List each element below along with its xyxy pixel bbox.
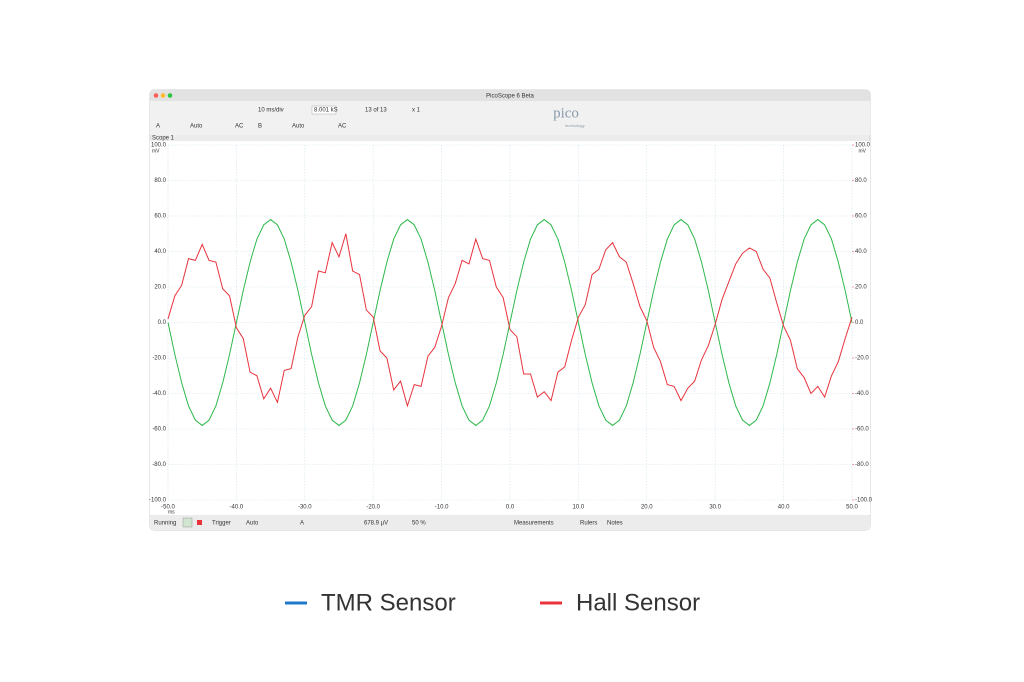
samples[interactable]: 8.001 kS bbox=[314, 108, 338, 114]
trigger-channel[interactable]: A bbox=[300, 521, 304, 527]
plot: -100.0 -80.0 -60.0 -40.0 -20.0 0.0 20.0 40.0 60.… bbox=[149, 143, 873, 511]
x-tick-label: 40.0 bbox=[778, 505, 790, 511]
title-bar bbox=[150, 90, 870, 101]
toolbar bbox=[150, 101, 870, 135]
status-bar bbox=[150, 516, 870, 530]
y-tick-label: -80.0 bbox=[152, 462, 166, 468]
capture-count[interactable]: 13 of 13 bbox=[365, 108, 387, 114]
logo-subtitle: technology bbox=[565, 123, 584, 128]
close-button[interactable] bbox=[153, 93, 159, 98]
legend-label: TMR Sensor bbox=[321, 589, 456, 616]
y-tick-label: 20.0 bbox=[154, 285, 166, 291]
legend-label: Hall Sensor bbox=[576, 589, 700, 616]
pre-trigger[interactable]: 50 % bbox=[412, 521, 426, 527]
scope-tab[interactable]: Scope 1 bbox=[152, 136, 175, 142]
samples-box[interactable] bbox=[311, 105, 337, 115]
channel-b-coupling[interactable]: AC bbox=[338, 124, 347, 130]
y-unit: mV bbox=[152, 148, 160, 154]
rulers[interactable]: Rulers bbox=[580, 521, 597, 527]
y2-tick-label: -80.0 bbox=[855, 462, 869, 468]
y-tick-label: -100.0 bbox=[149, 498, 167, 504]
zoom-button[interactable] bbox=[167, 93, 173, 98]
measurements[interactable]: Measurements bbox=[514, 521, 554, 527]
y2-tick-label: 0.0 bbox=[855, 320, 864, 326]
window-title: PicoScope 6 Beta bbox=[486, 94, 534, 100]
series-line bbox=[167, 218, 853, 427]
minimize-button[interactable] bbox=[160, 93, 166, 98]
channel-a[interactable]: A bbox=[156, 124, 160, 130]
y-tick-label: -60.0 bbox=[152, 427, 166, 433]
y2-tick-label: 40.0 bbox=[855, 249, 867, 255]
y2-tick-label: -20.0 bbox=[855, 356, 869, 362]
x-unit: ms bbox=[168, 509, 175, 515]
logo: pico bbox=[553, 105, 579, 121]
y2-tick-label: -40.0 bbox=[855, 391, 869, 397]
x-tick-label: -30.0 bbox=[298, 505, 312, 511]
trigger-level[interactable]: 678.9 µV bbox=[364, 521, 388, 527]
channel-b-range[interactable]: Auto bbox=[292, 124, 305, 130]
y2-tick-label: 20.0 bbox=[855, 285, 867, 291]
y2-tick-label: 80.0 bbox=[855, 178, 867, 184]
trigger-mode[interactable]: Auto bbox=[246, 521, 259, 527]
y-tick-label: 0.0 bbox=[158, 320, 167, 326]
channel-a-range[interactable]: Auto bbox=[190, 124, 203, 130]
y2-tick-label: -60.0 bbox=[855, 427, 869, 433]
x-tick-label: 0.0 bbox=[506, 505, 515, 511]
y-tick-label: 60.0 bbox=[154, 214, 166, 220]
y-tick-label: 80.0 bbox=[154, 178, 166, 184]
x-tick-label: -20.0 bbox=[366, 505, 380, 511]
channel-a-coupling[interactable]: AC bbox=[235, 124, 244, 130]
channel-b[interactable]: B bbox=[258, 124, 262, 130]
run-status: Running bbox=[154, 521, 176, 527]
x-tick-label: 10.0 bbox=[573, 505, 585, 511]
stop-button[interactable] bbox=[197, 520, 202, 525]
y-tick-label: -20.0 bbox=[152, 356, 166, 362]
y2-tick-label: 100.0 bbox=[855, 143, 871, 149]
y-tick-label: 40.0 bbox=[154, 249, 166, 255]
y-tick-label: -40.0 bbox=[152, 391, 166, 397]
x-tick-label: 50.0 bbox=[846, 505, 858, 511]
y2-tick-label: -100.0 bbox=[855, 498, 873, 504]
y-tick-label: 100.0 bbox=[151, 143, 167, 149]
x-tick-label: 20.0 bbox=[641, 505, 653, 511]
legend: TMR Sensor Hall Sensor bbox=[285, 589, 700, 616]
x-tick-label: 30.0 bbox=[709, 505, 721, 511]
timebase[interactable]: 10 ms/div bbox=[258, 108, 284, 114]
y2-unit: mV bbox=[859, 148, 867, 154]
x-tick-label: -50.0 bbox=[161, 505, 175, 511]
x-tick-label: -40.0 bbox=[230, 505, 244, 511]
x-tick-label: -10.0 bbox=[435, 505, 449, 511]
series-line bbox=[167, 233, 853, 408]
y2-tick-label: 60.0 bbox=[855, 214, 867, 220]
start-button[interactable] bbox=[182, 517, 193, 528]
notes[interactable]: Notes bbox=[607, 521, 623, 527]
trigger-label: Trigger bbox=[212, 521, 231, 527]
zoom-factor[interactable]: x 1 bbox=[412, 108, 421, 114]
